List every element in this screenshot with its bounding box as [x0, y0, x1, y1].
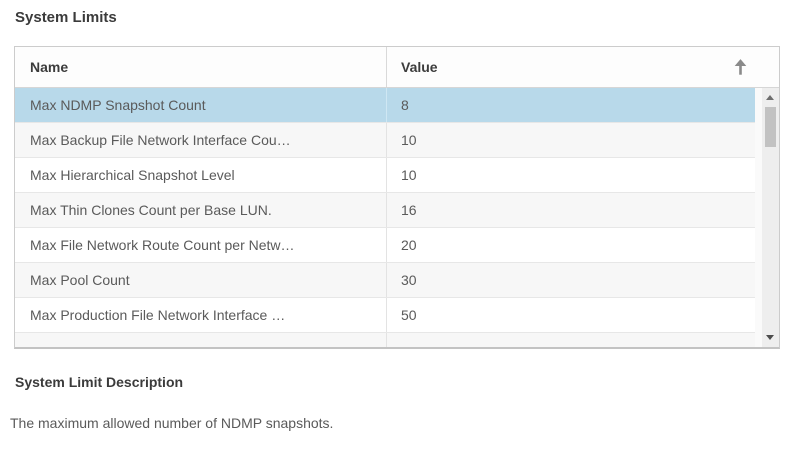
- limit-value-cell: 10: [401, 167, 417, 183]
- table-rows: Max NDMP Snapshot Count 8 Max Backup Fil…: [15, 88, 755, 347]
- description-heading: System Limit Description: [15, 374, 184, 390]
- table-row-max-production-file-network-interface[interactable]: Max Production File Network Interface … …: [15, 298, 755, 333]
- table-row-max-backup-file-network-interface-count[interactable]: Max Backup File Network Interface Cou… 1…: [15, 123, 755, 158]
- table-row-max-file-network-route-count[interactable]: Max File Network Route Count per Netw… 2…: [15, 228, 755, 263]
- limit-value-cell: 50: [401, 307, 417, 323]
- limit-name-cell: Max Pool Count: [15, 263, 387, 297]
- limit-value-cell: 16: [401, 202, 417, 218]
- scroll-down-button[interactable]: [762, 331, 779, 345]
- page-title: System Limits: [15, 9, 117, 26]
- column-header-name[interactable]: Name: [15, 47, 387, 87]
- table-row-max-hierarchical-snapshot-level[interactable]: Max Hierarchical Snapshot Level 10: [15, 158, 755, 193]
- table-row-max-thin-clones-count-per-base-lun[interactable]: Max Thin Clones Count per Base LUN. 16: [15, 193, 755, 228]
- table-row-max-pool-count[interactable]: Max Pool Count 30: [15, 263, 755, 298]
- limit-name-cell: [15, 333, 387, 347]
- table-scrollbar[interactable]: [755, 88, 779, 347]
- system-limits-table: Name Value Max NDMP Snapshot Count 8 Max…: [14, 46, 780, 349]
- limit-value-cell: 10: [401, 132, 417, 148]
- limit-name-cell: Max Backup File Network Interface Cou…: [15, 123, 387, 157]
- scrollbar-thumb[interactable]: [765, 107, 776, 147]
- description-text: The maximum allowed number of NDMP snaps…: [10, 415, 334, 431]
- table-header-row: Name Value: [15, 47, 779, 88]
- limit-name-cell: Max NDMP Snapshot Count: [15, 88, 387, 122]
- triangle-up-icon: [766, 95, 774, 100]
- table-body: Max NDMP Snapshot Count 8 Max Backup Fil…: [15, 88, 779, 347]
- limit-value-cell: 8: [401, 97, 409, 113]
- limit-value-cell: [387, 333, 755, 347]
- sort-ascending-arrow-up-icon[interactable]: [734, 59, 747, 76]
- table-row-max-ndmp-snapshot-count[interactable]: Max NDMP Snapshot Count 8: [15, 88, 755, 123]
- limit-name-cell: Max Production File Network Interface …: [15, 298, 387, 332]
- scroll-up-button[interactable]: [762, 90, 779, 104]
- limit-name-cell: Max Hierarchical Snapshot Level: [15, 158, 387, 192]
- table-row-partially-visible[interactable]: [15, 333, 755, 347]
- column-header-value-label: Value: [401, 59, 438, 75]
- limit-name-cell: Max File Network Route Count per Netw…: [15, 228, 387, 262]
- column-header-name-label: Name: [30, 59, 69, 75]
- limit-value-cell: 20: [401, 237, 417, 253]
- limit-value-cell: 30: [401, 272, 417, 288]
- scrollbar-track[interactable]: [762, 88, 779, 347]
- limit-name-cell: Max Thin Clones Count per Base LUN.: [15, 193, 387, 227]
- triangle-down-icon: [766, 335, 774, 340]
- column-header-value[interactable]: Value: [387, 47, 779, 87]
